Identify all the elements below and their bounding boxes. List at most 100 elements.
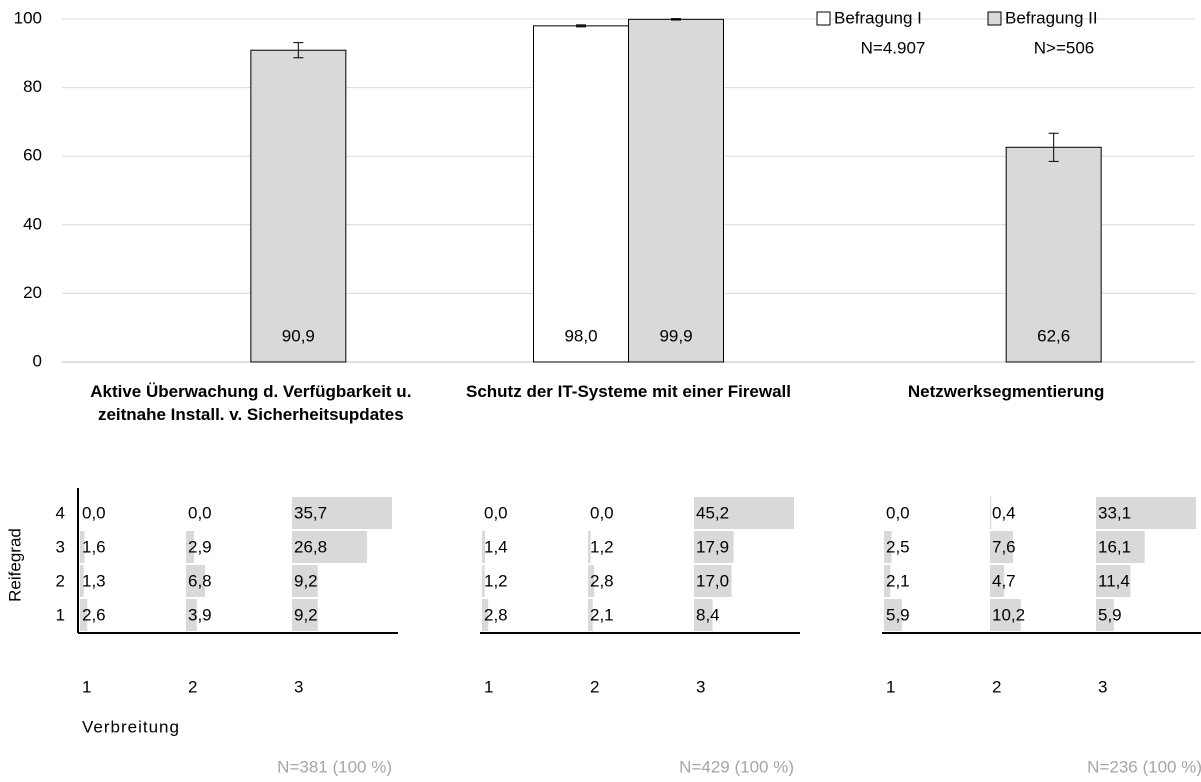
heat-bar [80, 599, 88, 631]
y-tick-label: 100 [14, 8, 42, 27]
heat-bar [1096, 599, 1114, 631]
column-label: 3 [294, 677, 303, 696]
heat-bar [482, 599, 489, 631]
cell-label: 4,7 [992, 571, 1016, 590]
heat-bar [990, 531, 1013, 563]
column-label: 2 [188, 677, 197, 696]
value-label: 99,9 [659, 326, 692, 345]
legend-note: N=4.907 [861, 38, 926, 57]
heat-bar [884, 599, 902, 631]
heat-bar [482, 531, 486, 563]
heat-bar [588, 531, 591, 563]
heat-bar [292, 531, 368, 563]
cell-label: 26,8 [294, 537, 327, 556]
n-label: N=381 (100 %) [277, 757, 392, 776]
value-label: 62,6 [1037, 326, 1070, 345]
heat-bar [588, 599, 593, 631]
cell-label: 6,8 [188, 571, 212, 590]
heat-bar [990, 565, 1005, 597]
heat-bar [694, 599, 713, 631]
x-tick-label: Netzwerksegmentierung [907, 382, 1105, 401]
error-bar [671, 18, 681, 21]
column-label: 2 [992, 677, 1001, 696]
cell-label: 1,2 [484, 571, 508, 590]
heat-bar [186, 531, 195, 563]
heat-bar [292, 497, 392, 529]
cell-label: 10,2 [992, 605, 1025, 624]
y-tick-label: 80 [23, 77, 42, 96]
cell-label: 2,1 [886, 571, 910, 590]
heat-bar [990, 497, 992, 529]
cell-label: 1,3 [82, 571, 106, 590]
cell-label: 2,9 [188, 537, 212, 556]
cell-label: 45,2 [696, 503, 729, 522]
cell-label: 3,9 [188, 605, 212, 624]
cell-label: 11,4 [1098, 571, 1130, 590]
error-bar [576, 24, 586, 28]
cell-label: 2,6 [82, 605, 106, 624]
heat-bar [186, 599, 197, 631]
cell-label: 2,8 [484, 605, 508, 624]
row-label: 3 [56, 537, 65, 556]
legend-label: Befragung II [1005, 8, 1098, 27]
bar [250, 49, 347, 363]
y-tick-label: 40 [23, 214, 42, 233]
bar [1005, 146, 1102, 363]
legend-label: Befragung I [834, 8, 922, 27]
heat-bar [80, 565, 84, 597]
cell-label: 17,9 [696, 537, 729, 556]
x-tick-label: Aktive Überwachung d. Verfügbarkeit u. z… [90, 382, 412, 424]
heat-bar [588, 565, 595, 597]
cell-label: 0,0 [590, 503, 614, 522]
row-label: 4 [56, 503, 65, 522]
heat-bar [694, 565, 732, 597]
heat-bar [1096, 565, 1131, 597]
y-axis-label: Reifegrad [5, 528, 24, 602]
cell-label: 35,7 [294, 503, 327, 522]
legend-note: N>=506 [1034, 38, 1095, 57]
heat-bar [1096, 497, 1196, 529]
cell-label: 33,1 [1098, 503, 1131, 522]
column-label: 3 [696, 677, 705, 696]
heat-bar [990, 599, 1021, 631]
cell-label: 7,6 [992, 537, 1016, 556]
heat-bar [884, 565, 891, 597]
column-label: 1 [484, 677, 493, 696]
cell-label: 9,2 [294, 571, 318, 590]
bar [533, 25, 629, 363]
row-label: 1 [56, 605, 65, 624]
heat-bar [694, 531, 734, 563]
cell-label: 0,0 [484, 503, 508, 522]
cell-label: 5,9 [886, 605, 910, 624]
heat-bar [694, 497, 794, 529]
heat-bar [482, 565, 485, 597]
cell-label: 1,2 [590, 537, 614, 556]
cell-label: 2,8 [590, 571, 614, 590]
heat-bar [292, 599, 318, 631]
column-label: 1 [886, 677, 895, 696]
heat-bar [80, 531, 85, 563]
cell-label: 0,4 [992, 503, 1016, 522]
y-tick-label: 60 [23, 146, 42, 165]
cell-label: 0,0 [82, 503, 106, 522]
cell-label: 2,5 [886, 537, 910, 556]
n-label: N=429 (100 %) [679, 757, 794, 776]
cell-label: 5,9 [1098, 605, 1122, 624]
x-axis-label: Verbreitung [82, 717, 180, 736]
legend-swatch [987, 11, 1002, 26]
cell-label: 1,4 [484, 537, 508, 556]
cell-label: 17,0 [696, 571, 729, 590]
error-bar [293, 42, 304, 59]
heat-bar [186, 565, 206, 597]
cell-label: 8,4 [696, 605, 720, 624]
heat-bar [292, 565, 318, 597]
column-label: 2 [590, 677, 599, 696]
cell-label: 2,1 [590, 605, 614, 624]
column-label: 3 [1098, 677, 1107, 696]
x-tick-label: Schutz der IT-Systeme mit einer Firewall [466, 382, 791, 401]
cell-label: 0,0 [886, 503, 910, 522]
legend-swatch [816, 11, 831, 26]
n-label: N=236 (100 %) [1087, 757, 1201, 776]
